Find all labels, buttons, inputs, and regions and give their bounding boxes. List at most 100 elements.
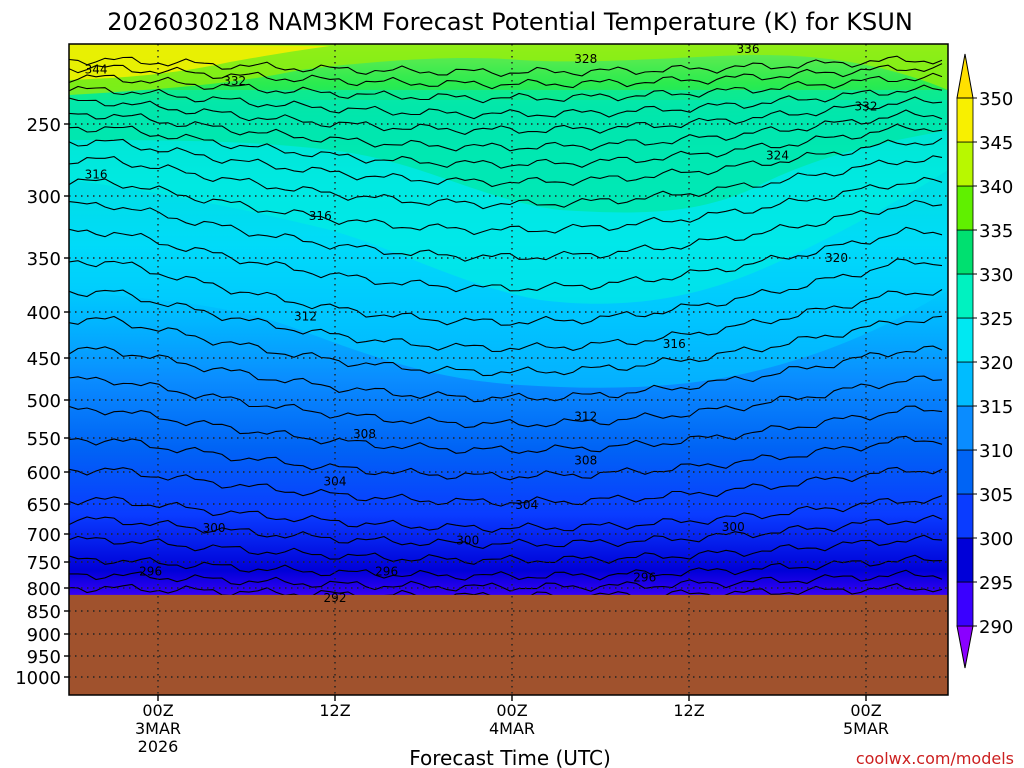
theta-dome-340 [69, 44, 948, 95]
colorbar: 290 295 300 305 310 315 320 325 330 335 340 345 350 [956, 53, 1013, 669]
terrain-ground [69, 594, 948, 695]
y-tick-label: 250 [27, 115, 61, 136]
x-tick-label: 2026 [138, 737, 179, 756]
isentrope-line [69, 96, 943, 135]
contour-label: 308 [574, 453, 597, 467]
isentrope-line [69, 258, 943, 326]
contour-label: 300 [456, 534, 479, 548]
credit-label: coolwx.com/models [856, 749, 1014, 768]
contour-labels: 344 332 328 336 332 324 316 316 320 312 316 312 308 3… [85, 42, 878, 605]
contour-label: 320 [825, 251, 848, 265]
contour-label: 296 [375, 564, 398, 578]
y-tick-label: 900 [27, 625, 61, 646]
y-tick-label: 750 [27, 553, 61, 574]
isentrope-line [69, 554, 943, 581]
contour-label: 296 [139, 564, 162, 578]
y-tick-label: 800 [27, 579, 61, 600]
colorbar-label: 345 [979, 133, 1013, 154]
colorbar-min-triangle [956, 625, 974, 669]
colorbar-label: 310 [979, 441, 1013, 462]
theta-dome-345 [69, 44, 330, 80]
contour-label: 336 [737, 42, 760, 56]
isentrope-line [69, 84, 943, 120]
x-tick-label: 00Z [496, 701, 527, 720]
y-tick-label: 550 [27, 429, 61, 450]
colorbar-swatch [956, 537, 974, 583]
contour-label: 304 [515, 498, 538, 512]
isentrope-line [69, 199, 943, 262]
contour-label: 300 [722, 520, 745, 534]
colorbar-label: 305 [979, 485, 1013, 506]
contour-label: 300 [203, 521, 226, 535]
contour-label: 292 [324, 591, 347, 605]
y-tick-label: 300 [27, 187, 61, 208]
y-tick-label: 1000 [15, 668, 61, 689]
colorbar-label: 335 [979, 221, 1013, 242]
contour-label: 312 [574, 410, 597, 424]
contour-label: 312 [294, 310, 317, 324]
contour-label: 308 [353, 427, 376, 441]
colorbar-label: 295 [979, 573, 1013, 594]
colorbar-swatch [956, 581, 974, 627]
x-tick-label: 3MAR [135, 719, 181, 738]
colorbar-swatch [956, 405, 974, 451]
contour-label: 344 [85, 62, 108, 76]
isentrope-line [69, 155, 943, 210]
colorbar-max-triangle [956, 53, 974, 99]
isentrope-line [69, 514, 943, 549]
contour-label: 296 [633, 571, 656, 585]
plot-frame [68, 43, 949, 696]
y-tick-label: 700 [27, 525, 61, 546]
colorbar-label: 325 [979, 309, 1013, 330]
colorbar-label: 350 [979, 89, 1013, 110]
colorbar-swatch [956, 361, 974, 407]
contour-label: 332 [223, 74, 246, 88]
colorbar-label: 320 [979, 353, 1013, 374]
contour-label: 332 [855, 100, 878, 114]
y-tick-label: 500 [27, 391, 61, 412]
y-tick-label: 650 [27, 495, 61, 516]
contour-label: 316 [309, 209, 332, 223]
isentrope-line [69, 226, 943, 293]
colorbar-swatch [956, 97, 974, 143]
isentrope-line [69, 569, 943, 592]
contour-label: 324 [766, 149, 789, 163]
isentrope-line [69, 109, 943, 152]
y-tick-label: 350 [27, 249, 61, 270]
y-tick-label: 450 [27, 349, 61, 370]
colorbar-label: 300 [979, 529, 1013, 550]
isentrope-line [69, 375, 943, 429]
isentrope-line [69, 315, 943, 377]
colorbar-swatch [956, 317, 974, 363]
colorbar-swatch [956, 493, 974, 539]
colorbar-label: 290 [979, 617, 1013, 638]
colorbar-label: 340 [979, 177, 1013, 198]
x-tick-label: 12Z [319, 701, 350, 720]
contour-label: 328 [574, 52, 597, 66]
x-tick-label: 12Z [673, 701, 704, 720]
contour-lines [69, 55, 943, 601]
chart-title: 2026030218 NAM3KM Forecast Potential Tem… [107, 8, 913, 36]
isentrope-line [69, 495, 943, 533]
y-tick-label: 950 [27, 647, 61, 668]
colorbar-label: 330 [979, 265, 1013, 286]
contour-label: 316 [663, 337, 686, 351]
colorbar-swatch [956, 185, 974, 231]
colorbar-swatch [956, 449, 974, 495]
colorbar-swatch [956, 273, 974, 319]
plot-area: 344 332 328 336 332 324 316 316 320 312 316 312 308 3… [69, 42, 948, 695]
isentrope-line [69, 289, 943, 353]
x-tick-label: 4MAR [489, 719, 535, 738]
isentrope-line [69, 123, 943, 169]
isentrope-line [69, 534, 943, 565]
isentrope-line [69, 72, 943, 104]
contour-label: 316 [85, 167, 108, 181]
isentrope-line [69, 55, 943, 77]
isentrope-line [69, 345, 943, 403]
y-tick-label: 400 [27, 303, 61, 324]
x-tick-label: 5MAR [843, 719, 889, 738]
y-tick-label: 600 [27, 463, 61, 484]
x-axis-label: Forecast Time (UTC) [409, 746, 611, 768]
isentrope-line [69, 176, 943, 236]
